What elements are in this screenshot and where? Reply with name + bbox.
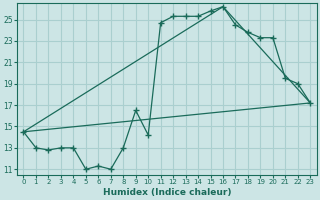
X-axis label: Humidex (Indice chaleur): Humidex (Indice chaleur) (103, 188, 231, 197)
